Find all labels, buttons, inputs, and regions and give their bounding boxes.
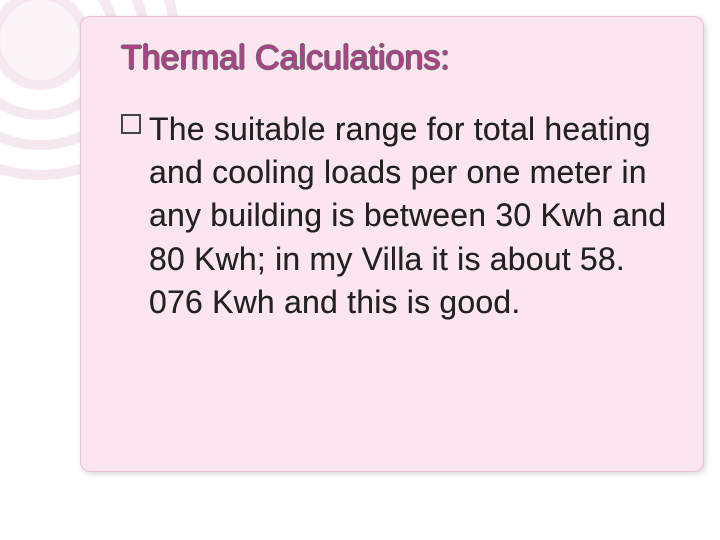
circle-ring-4 [0, 0, 90, 90]
content-panel: Thermal Calculations: The suitable range… [80, 16, 704, 472]
body-text: The suitable range for total heating and… [149, 108, 675, 324]
body-block: The suitable range for total heating and… [121, 108, 675, 324]
square-bullet-icon [121, 114, 141, 134]
slide: Thermal Calculations: The suitable range… [0, 0, 720, 540]
slide-title: Thermal Calculations: [121, 39, 675, 78]
